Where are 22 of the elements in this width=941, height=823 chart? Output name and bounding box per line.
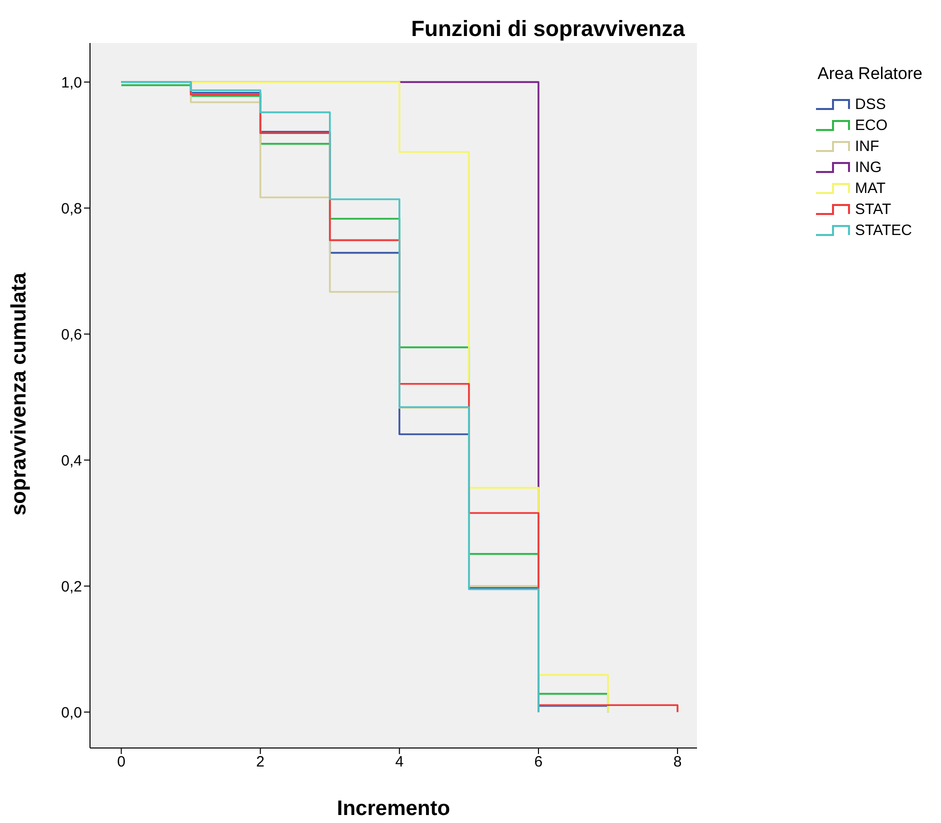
legend-label: STATEC (855, 222, 912, 239)
y-tick-label: 0,8 (61, 200, 82, 218)
legend-label: DSS (855, 96, 886, 113)
y-tick-label: 0,6 (61, 326, 82, 344)
x-tick-label: 8 (673, 754, 682, 771)
legend-label: STAT (855, 201, 892, 218)
legend-label: MAT (855, 180, 886, 197)
x-tick-label: 4 (395, 754, 404, 771)
y-axis-title: sopravvivenza cumulata (7, 272, 30, 516)
y-tick-label: 0,4 (61, 452, 82, 470)
x-tick-label: 2 (256, 754, 265, 771)
legend-label: ING (855, 159, 882, 176)
x-axis-title: Incremento (336, 797, 450, 820)
legend-label: INF (855, 138, 880, 155)
y-tick-label: 1,0 (61, 74, 82, 92)
x-tick-label: 6 (534, 754, 543, 771)
y-tick-label: 0,2 (61, 578, 82, 596)
legend-label: ECO (855, 117, 888, 134)
chart-title: Funzioni di sopravvivenza (410, 16, 686, 42)
y-tick-label: 0,0 (61, 704, 82, 722)
legend-title: Area Relatore (816, 63, 924, 84)
x-tick-label: 0 (117, 754, 126, 771)
